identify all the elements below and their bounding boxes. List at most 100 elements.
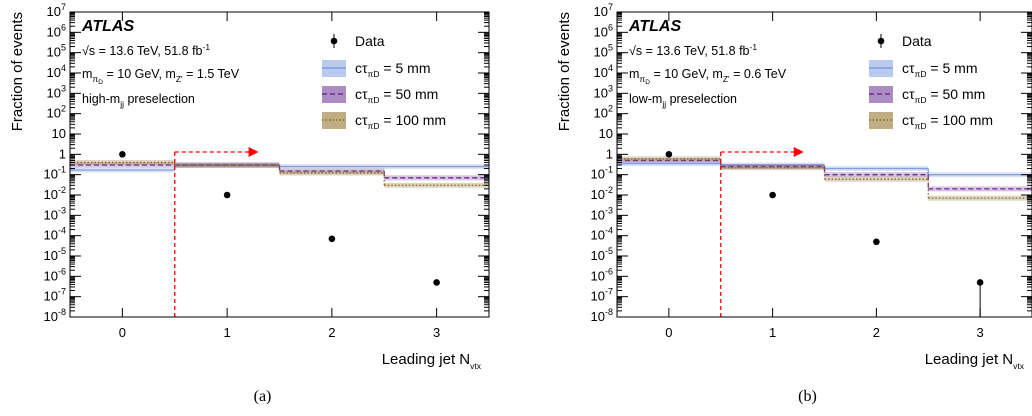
- cut-arrow-head: [793, 147, 804, 158]
- series-0: [617, 161, 1032, 178]
- x-axis-title: Leading jet Nvtx: [925, 351, 1025, 371]
- x-tick-label-3: 3: [977, 325, 984, 340]
- legend-label-3: cτπD = 100 mm: [355, 112, 446, 131]
- y-tick-label: 102: [594, 104, 613, 121]
- x-axis-title-sub: vtx: [1013, 361, 1025, 371]
- info-selection: low-mjj preselection: [629, 92, 737, 109]
- x-axis-title: Leading jet Nvtx: [382, 351, 482, 371]
- legend-label-0: Data: [902, 33, 932, 49]
- y-tick-label: 10-3: [44, 205, 66, 222]
- series-2-band-1: [174, 163, 280, 169]
- info-selection-sub: jj: [661, 99, 666, 109]
- info-selection: high-mjj preselection: [82, 92, 195, 109]
- y-tick-label: 10-5: [44, 246, 66, 263]
- info-mass-post: = 0.6 TeV: [730, 67, 787, 81]
- y-tick-label: 10-1: [44, 165, 66, 182]
- y-axis: 10-8 10-7 10-6 10-5 10-4 10-3 10-2 10-1 1 10 102 10…: [591, 2, 1032, 324]
- data-point-2: [873, 238, 880, 246]
- atlas-label: ATLAS: [81, 18, 134, 35]
- info-energy: √s = 13.6 TeV, 51.8 fb-1: [629, 42, 757, 58]
- legend-label-3-post: = 100 mm: [380, 112, 447, 128]
- legend-entry-1: cτπD = 5 mm: [322, 60, 431, 79]
- x-tick-label-1: 1: [224, 325, 231, 340]
- legend-label-2-sub: πD: [368, 95, 380, 105]
- legend-label-3-main: cτ: [902, 112, 915, 128]
- y-tick-label: 107: [594, 2, 613, 19]
- legend-label-1-main: cτ: [902, 60, 915, 76]
- legend-entry-0: Data: [330, 33, 385, 49]
- y-tick-label: 10-7: [44, 287, 66, 304]
- legend-label-1-sub: πD: [915, 69, 927, 79]
- info-mass-sub2: D: [98, 79, 103, 86]
- info-mass-sub1: π: [92, 74, 98, 84]
- info-selection-post: preselection: [666, 92, 737, 106]
- legend-label-3: cτπD = 100 mm: [902, 112, 993, 131]
- y-axis-title: Fraction of events: [556, 12, 573, 131]
- y-tick-label: 1: [59, 146, 66, 161]
- series-2-band-0: [617, 156, 721, 162]
- info-selection-pre: low-m: [629, 92, 662, 106]
- y-tick-label: 10-1: [591, 165, 613, 182]
- legend-label-2-sub: πD: [915, 95, 927, 105]
- y-axis: 10-8 10-7 10-6 10-5 10-4 10-3 10-2 10-1 1 10 102 10…: [44, 2, 489, 324]
- info-mass-sub2: D: [645, 79, 650, 86]
- info-mass-post: = 1.5 TeV: [183, 67, 240, 81]
- x-axis: 0 1 2 3: [665, 12, 984, 340]
- y-tick-label: 107: [47, 2, 66, 19]
- y-tick-label: 10-4: [591, 226, 613, 243]
- y-tick-label: 10-8: [591, 307, 613, 324]
- series-2-band-2: [279, 170, 385, 176]
- series-2-band-0: [70, 159, 175, 165]
- y-tick-label: 106: [47, 22, 66, 39]
- y-tick-label: 10-5: [591, 246, 613, 263]
- info-selection-sub: jj: [119, 99, 124, 109]
- data-point-1: [223, 191, 231, 199]
- cut-arrow-head: [248, 147, 259, 158]
- legend-entry-2: cτπD = 50 mm: [322, 86, 438, 105]
- y-tick-label: 102: [47, 104, 66, 121]
- y-tick-label: 1: [606, 146, 613, 161]
- legend-label-2: cτπD = 50 mm: [355, 86, 438, 105]
- data-point-0: [119, 151, 126, 158]
- info-mass-m: m: [82, 67, 92, 81]
- info-mass: mπD = 10 GeV, mZ' = 1.5 TeV: [82, 67, 240, 86]
- x-axis-title-sub: vtx: [470, 361, 482, 371]
- y-tick-label: 103: [594, 83, 613, 100]
- y-axis-title: Fraction of events: [9, 12, 26, 131]
- series-2-band-3: [384, 182, 489, 188]
- series-2-band-3: [928, 195, 1032, 201]
- info-mass-sub1: π: [639, 74, 645, 84]
- info-energy-sup: -1: [203, 42, 211, 52]
- info-mass-mid: = 10 GeV, m: [650, 67, 723, 81]
- legend: Data cτπD = 5 mm cτπD = 50 mm cτπD = 100 mm: [322, 33, 446, 131]
- x-tick-label-2: 2: [873, 325, 880, 340]
- data-point-3: [976, 279, 984, 286]
- y-tick-label: 104: [47, 63, 66, 80]
- x-axis-title-main: Leading jet N: [382, 351, 470, 368]
- y-tick-label: 10-2: [591, 185, 613, 202]
- info-mass: mπD = 10 GeV, mZ' = 0.6 TeV: [629, 67, 787, 86]
- legend-label-1: cτπD = 5 mm: [355, 60, 431, 79]
- y-tick-label: 103: [47, 83, 66, 100]
- legend-label-3-post: = 100 mm: [927, 112, 994, 128]
- y-tick-label: 10-6: [44, 266, 66, 283]
- y-tick-label: 10-4: [44, 226, 66, 243]
- legend-label-3-sub: πD: [915, 121, 927, 131]
- y-tick-label: 10-2: [44, 185, 66, 202]
- info-selection-pre: high-m: [82, 92, 120, 106]
- chart-panel-1: 10-810-710-610-510-410-310-210-111010210…: [556, 2, 1032, 405]
- x-axis-title-main: Leading jet N: [925, 351, 1013, 368]
- info-mass-sub3: Z': [723, 74, 730, 84]
- legend-label-2: cτπD = 50 mm: [902, 86, 985, 105]
- legend-label-2-post: = 50 mm: [927, 86, 986, 102]
- y-tick-label: 104: [594, 63, 613, 80]
- plot-area: [70, 147, 489, 317]
- info-energy: √s = 13.6 TeV, 51.8 fb-1: [82, 42, 210, 58]
- x-tick-label-0: 0: [119, 325, 126, 340]
- legend-entry-0: Data: [877, 33, 932, 49]
- info-energy-sup: -1: [750, 42, 758, 52]
- legend-entry-2: cτπD = 50 mm: [869, 86, 985, 105]
- x-tick-label-3: 3: [433, 325, 440, 340]
- figure-caption: (b): [798, 388, 817, 405]
- y-tick-label: 106: [594, 22, 613, 39]
